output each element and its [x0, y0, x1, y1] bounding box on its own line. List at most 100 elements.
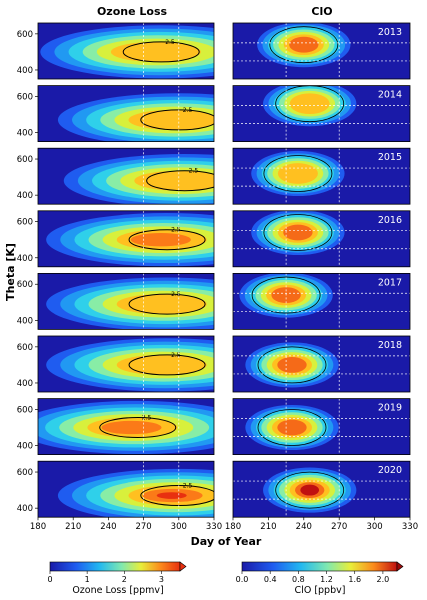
- ozone-2.5-contour: [128, 354, 206, 376]
- clo-panel-frame-2014: [232, 85, 411, 142]
- y-tick-label: 400: [17, 316, 33, 326]
- ozone-panel-2019: 2.5: [38, 398, 214, 455]
- ozone-contour-level: [130, 233, 191, 247]
- clo-contour-level: [300, 484, 320, 496]
- ozone-contour-label: 2.5: [183, 107, 193, 114]
- y-tick-label: 400: [17, 379, 33, 389]
- x-tick-label: 270: [331, 522, 347, 532]
- colorbar-tick-label: 0.8: [292, 575, 305, 584]
- ozone-panel-2016: 2.5: [38, 210, 214, 267]
- x-tick-label: 330: [402, 522, 418, 532]
- y-tick-label: 400: [17, 129, 33, 139]
- ozone-contour-label: 2.5: [171, 352, 181, 359]
- y-tick-label: 600: [17, 155, 33, 165]
- ozone-colorbar: [49, 561, 181, 572]
- ozone-contour-level: [134, 170, 214, 191]
- right-panel-title: ClO: [311, 5, 332, 18]
- ozone-contour-level: [156, 492, 187, 499]
- clo-panel-2020: [233, 461, 410, 518]
- y-tick-label: 600: [17, 92, 33, 102]
- colorbar-tick-label: 2.0: [377, 575, 390, 584]
- clo-contour-level: [289, 36, 319, 53]
- x-tick-label: 180: [225, 522, 241, 532]
- clo-panel-2018: [233, 336, 410, 392]
- year-label-2018: 2018: [378, 340, 402, 351]
- x-tick-label: 210: [65, 522, 81, 532]
- clo-contour-line: [257, 409, 327, 446]
- colorbar-tick-label: 3: [159, 575, 164, 584]
- colorbar-tick-label: 1: [85, 575, 90, 584]
- y-tick-label: 600: [17, 343, 33, 353]
- colorbar-tick-label: 0: [47, 575, 52, 584]
- ozone-panel-frame-2017: [37, 272, 215, 330]
- ozone-contour-level: [110, 41, 201, 62]
- y-tick-label: 600: [17, 405, 33, 415]
- y-tick-label: 600: [17, 218, 33, 228]
- year-label-2014: 2014: [378, 90, 402, 101]
- clo-panel-frame-2017: [232, 272, 411, 330]
- year-label-2017: 2017: [378, 277, 402, 288]
- clo-colorbar-label: ClO [ppbv]: [295, 585, 346, 596]
- clo-panel-2015: [233, 148, 410, 205]
- year-label-2013: 2013: [378, 27, 402, 38]
- ozone-panel-2014: 2.5: [38, 85, 214, 142]
- clo-contour-level: [277, 357, 307, 373]
- clo-panel-frame-2016: [232, 210, 411, 268]
- clo-panel-2019: [233, 398, 410, 455]
- ozone-colorbar-extend-arrow: [179, 561, 187, 572]
- ozone-panel-frame-2016: [37, 210, 215, 268]
- colorbar-tick-label: 2: [122, 575, 127, 584]
- y-tick-label: 400: [17, 191, 33, 201]
- ozone-panel-frame-2020: [37, 460, 215, 518]
- colorbar-tick-label: 0.4: [264, 575, 277, 584]
- ozone-contour-label: 2.5: [165, 39, 175, 46]
- ozone-contour-level: [116, 354, 207, 375]
- ozone-panel-2018: 2.5: [38, 336, 214, 392]
- ozone-2.5-contour: [99, 417, 177, 439]
- x-tick-label: 180: [30, 522, 46, 532]
- ozone-panel-frame-2018: [37, 335, 215, 393]
- clo-panel-2017: [233, 273, 410, 330]
- x-tick-label: 300: [366, 522, 382, 532]
- colorbar-tick-label: 0.0: [236, 575, 249, 584]
- ozone-panel-frame-2019: [37, 398, 215, 456]
- ozone-2.5-contour: [122, 41, 200, 63]
- x-axis-label: Day of Year: [191, 535, 262, 548]
- colorbar-tick-label: 1.6: [348, 575, 361, 584]
- ozone-panel-2013: 2.5: [38, 23, 214, 79]
- ozone-contour-label: 2.5: [171, 291, 181, 298]
- y-tick-label: 600: [17, 30, 33, 40]
- ozone-2.5-contour: [128, 293, 206, 315]
- colorbar-tick-label: 1.2: [320, 575, 333, 584]
- clo-contour-line: [251, 276, 321, 314]
- ozone-panel-2015: 2.5: [38, 148, 214, 205]
- y-tick-label: 400: [17, 254, 33, 264]
- clo-colorbar: [241, 561, 398, 572]
- clo-panel-2016: [233, 210, 410, 267]
- clo-contour-level: [283, 224, 313, 241]
- y-tick-label: 400: [17, 66, 33, 76]
- clo-panel-2014: [233, 85, 410, 142]
- x-tick-label: 330: [206, 522, 222, 532]
- year-label-2019: 2019: [378, 403, 402, 414]
- clo-colorbar-extend-arrow: [396, 561, 404, 572]
- ozone-2.5-contour: [128, 229, 206, 251]
- clo-contour-level: [277, 419, 307, 436]
- y-tick-label: 600: [17, 280, 33, 290]
- ozone-panel-2017: 2.5: [38, 273, 214, 330]
- year-label-2015: 2015: [378, 152, 402, 163]
- y-tick-label: 400: [17, 442, 33, 452]
- clo-contour-level: [277, 163, 318, 184]
- clo-contour-line: [275, 471, 345, 509]
- clo-panel-frame-2015: [232, 147, 411, 205]
- x-tick-label: 210: [260, 522, 276, 532]
- ozone-contour-label: 2.5: [171, 227, 181, 234]
- y-tick-label: 600: [17, 468, 33, 478]
- clo-panel-frame-2013: [232, 22, 411, 80]
- ozone-contour-label: 2.5: [189, 168, 199, 175]
- y-axis-label: Theta [K]: [4, 243, 17, 301]
- clo-panel-frame-2019: [232, 398, 411, 456]
- clo-panel-frame-2020: [232, 460, 411, 518]
- x-tick-label: 270: [135, 522, 151, 532]
